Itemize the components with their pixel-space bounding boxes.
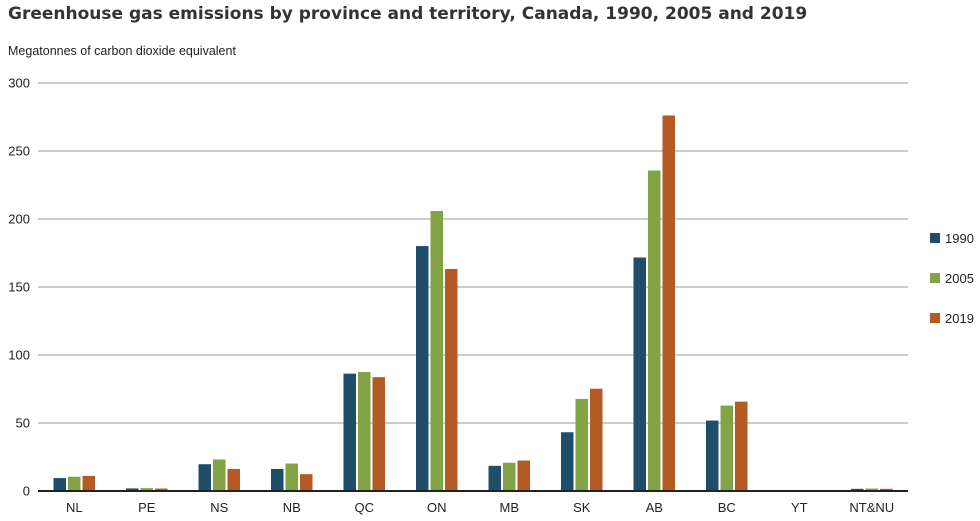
x-tick-label: NT&NU [849, 500, 894, 515]
x-tick-label: NS [210, 500, 228, 515]
x-tick-label: PE [138, 500, 156, 515]
bar-on-2019 [445, 269, 458, 491]
legend-swatch-1990 [930, 233, 940, 243]
bar-nl-1990 [53, 478, 66, 491]
x-tick-label: AB [646, 500, 663, 515]
legend-swatch-2019 [930, 313, 940, 323]
x-tick-label: QC [355, 500, 375, 515]
bar-mb-2005 [503, 462, 516, 491]
legend-label-1990: 1990 [945, 231, 974, 246]
bar-nl-2019 [82, 475, 95, 491]
y-tick-label: 50 [16, 416, 30, 431]
x-tick-label: SK [573, 500, 591, 515]
bar-sk-2019 [590, 388, 603, 491]
x-tick-label: NL [66, 500, 83, 515]
bar-nb-2005 [285, 463, 298, 491]
bar-ntnu-2005 [865, 488, 878, 491]
y-axis-label: Megatonnes of carbon dioxide equivalent [8, 44, 236, 58]
y-tick-label: 300 [8, 76, 30, 91]
x-tick-label: MB [500, 500, 520, 515]
bar-ab-2019 [662, 115, 675, 491]
legend-label-2005: 2005 [945, 271, 974, 286]
y-tick-label: 0 [23, 484, 30, 499]
bar-mb-1990 [488, 465, 501, 491]
y-tick-label: 100 [8, 348, 30, 363]
y-tick-label: 200 [8, 212, 30, 227]
bar-qc-1990 [343, 373, 356, 491]
bar-nl-2005 [68, 476, 81, 491]
bar-ntnu-2019 [880, 488, 893, 491]
bar-qc-2019 [372, 377, 385, 491]
bar-bc-2005 [720, 405, 733, 491]
bar-mb-2019 [517, 460, 530, 491]
bar-ab-2005 [648, 170, 661, 492]
bar-nb-1990 [271, 468, 284, 491]
bar-bc-2019 [735, 401, 748, 491]
bar-pe-2019 [155, 488, 168, 491]
bar-pe-1990 [126, 488, 139, 491]
bar-qc-2005 [358, 372, 371, 491]
chart-title: Greenhouse gas emissions by province and… [8, 4, 808, 24]
bar-on-1990 [416, 246, 429, 491]
y-tick-label: 150 [8, 280, 30, 295]
x-tick-label: BC [718, 500, 736, 515]
x-tick-label: ON [427, 500, 447, 515]
bar-ns-1990 [198, 464, 211, 491]
bar-ns-2005 [213, 459, 226, 491]
bar-pe-2005 [140, 488, 153, 491]
bar-ns-2019 [227, 468, 240, 491]
bar-bc-1990 [706, 420, 719, 491]
y-tick-label: 250 [8, 144, 30, 159]
x-tick-label: YT [791, 500, 808, 515]
bar-sk-2005 [575, 398, 588, 491]
bar-ntnu-1990 [851, 488, 864, 491]
x-tick-label: NB [283, 500, 301, 515]
legend-swatch-2005 [930, 273, 940, 283]
bar-ab-1990 [633, 257, 646, 491]
bar-on-2005 [430, 210, 443, 491]
bar-sk-1990 [561, 432, 574, 491]
legend-label-2019: 2019 [945, 311, 974, 326]
bar-nb-2019 [300, 474, 313, 491]
